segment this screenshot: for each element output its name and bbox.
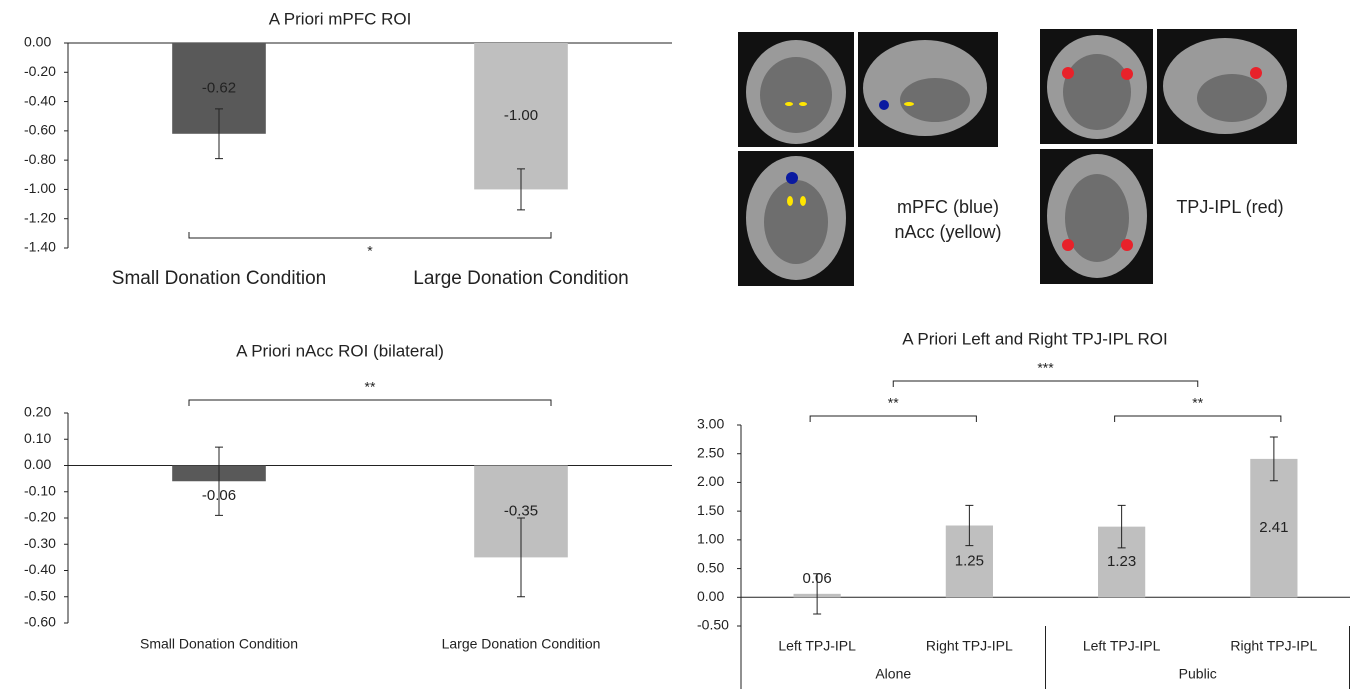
x-tick-label: Small Donation Condition bbox=[140, 636, 298, 652]
brain-panel: mPFC (blue) nAcc (yellow) TPJ-IPL (red) bbox=[738, 29, 1297, 286]
group-label: Alone bbox=[875, 666, 911, 682]
value-label: 0.06 bbox=[803, 570, 832, 587]
value-label: 2.41 bbox=[1259, 519, 1288, 536]
y-tick-label: -0.40 bbox=[24, 561, 56, 577]
error-bar bbox=[1117, 504, 1126, 549]
y-tick-label: -0.50 bbox=[697, 617, 729, 633]
x-tick-label: Left TPJ-IPL bbox=[1083, 638, 1161, 654]
value-label: -0.62 bbox=[202, 79, 236, 96]
chart: A Priori nAcc ROI (bilateral) 0.20 0.10 0.0… bbox=[24, 341, 672, 652]
significance-bracket bbox=[892, 380, 1199, 387]
brain-image bbox=[738, 151, 854, 286]
y-tick-label: -1.00 bbox=[24, 180, 56, 196]
significance-label: ** bbox=[1192, 395, 1203, 411]
y-tick-label: -0.60 bbox=[24, 122, 56, 138]
value-label: 1.25 bbox=[955, 552, 984, 569]
x-tick-label: Right TPJ-IPL bbox=[926, 638, 1013, 654]
error-bar bbox=[215, 108, 223, 160]
x-tick-label: Right TPJ-IPL bbox=[1230, 638, 1317, 654]
significance-label: ** bbox=[365, 379, 376, 395]
chart: A Priori Left and Right TPJ-IPL ROI 3.00 2… bbox=[697, 329, 1350, 689]
error-bar bbox=[1269, 436, 1278, 482]
y-tick-label: -0.80 bbox=[24, 151, 56, 167]
y-tick-label: 1.50 bbox=[697, 502, 724, 518]
y-tick-label: 0.20 bbox=[24, 404, 51, 420]
y-tick-label: -0.30 bbox=[24, 535, 56, 551]
x-tick-label: Large Donation Condition bbox=[413, 268, 629, 289]
brain-image bbox=[1040, 149, 1153, 284]
brain-image bbox=[1157, 29, 1297, 144]
significance-label: *** bbox=[1037, 360, 1054, 376]
value-label: 1.23 bbox=[1107, 553, 1136, 570]
significance-bracket bbox=[1114, 415, 1282, 422]
chart-title: A Priori mPFC ROI bbox=[269, 9, 412, 28]
y-tick-label: -1.40 bbox=[24, 239, 56, 255]
error-bar bbox=[215, 446, 223, 516]
bar bbox=[474, 43, 568, 190]
significance-bracket bbox=[188, 232, 552, 239]
significance-label: ** bbox=[888, 395, 899, 411]
value-label: -0.06 bbox=[202, 487, 236, 504]
y-tick-label: 0.00 bbox=[24, 34, 51, 50]
group-label: Public bbox=[1179, 666, 1217, 682]
brain-image bbox=[858, 32, 998, 147]
significance-bracket bbox=[188, 399, 552, 406]
x-tick-label: Left TPJ-IPL bbox=[778, 638, 856, 654]
y-tick-label: 0.50 bbox=[697, 559, 724, 575]
error-bar bbox=[517, 517, 525, 598]
error-bar bbox=[517, 168, 525, 211]
chart: A Priori mPFC ROI 0.00 -0.20 -0.40 -0.60 -0.8… bbox=[24, 9, 672, 289]
brain-label: TPJ-IPL (red) bbox=[1176, 197, 1283, 217]
value-label: -1.00 bbox=[504, 107, 538, 124]
y-tick-label: -0.10 bbox=[24, 482, 56, 498]
y-tick-label: 0.00 bbox=[697, 588, 724, 604]
x-tick-label: Large Donation Condition bbox=[442, 636, 601, 652]
brain-image bbox=[738, 32, 854, 147]
chart-title: A Priori Left and Right TPJ-IPL ROI bbox=[902, 329, 1168, 348]
value-label: -0.35 bbox=[504, 502, 538, 519]
y-tick-label: 1.00 bbox=[697, 531, 724, 547]
significance-bracket bbox=[809, 415, 977, 422]
y-tick-label: 2.50 bbox=[697, 444, 724, 460]
significance-label: * bbox=[367, 243, 373, 259]
chart-title: A Priori nAcc ROI (bilateral) bbox=[236, 341, 444, 360]
brain-label: mPFC (blue) bbox=[897, 197, 999, 217]
bar bbox=[1250, 458, 1298, 598]
y-tick-label: 0.10 bbox=[24, 430, 51, 446]
error-bar bbox=[965, 504, 974, 547]
y-tick-label: 2.00 bbox=[697, 473, 724, 489]
brain-image bbox=[1040, 29, 1153, 144]
y-tick-label: -0.20 bbox=[24, 63, 56, 79]
x-tick-label: Small Donation Condition bbox=[112, 268, 326, 289]
y-tick-label: 3.00 bbox=[697, 416, 724, 432]
brain-label: nAcc (yellow) bbox=[894, 222, 1001, 242]
error-bar bbox=[813, 573, 822, 615]
y-tick-label: -0.40 bbox=[24, 92, 56, 108]
y-tick-label: -0.20 bbox=[24, 509, 56, 525]
y-tick-label: -1.20 bbox=[24, 209, 56, 225]
y-tick-label: -0.50 bbox=[24, 587, 56, 603]
y-tick-label: 0.00 bbox=[24, 456, 51, 472]
y-tick-label: -0.60 bbox=[24, 614, 56, 630]
